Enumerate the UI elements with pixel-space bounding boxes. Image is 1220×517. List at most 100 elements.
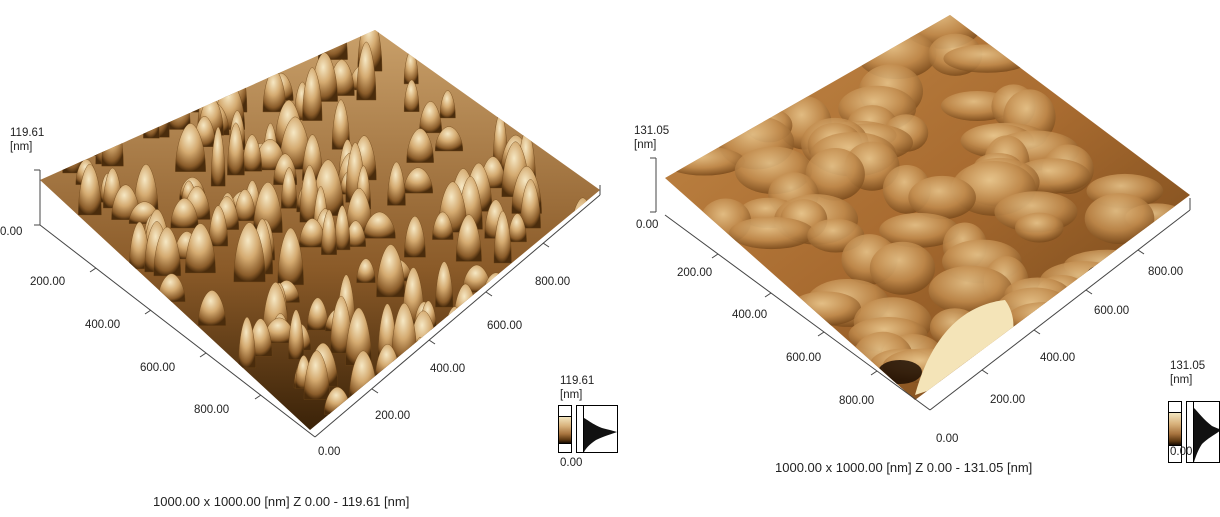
surface-plot-right: [650, 15, 1191, 411]
surface-peak: [363, 211, 396, 239]
y-tick-right: 800.00: [1148, 266, 1184, 278]
surface-peak: [89, 116, 105, 156]
surface-peak: [303, 350, 330, 400]
surface-peak: [520, 179, 541, 229]
surface-peak: [281, 167, 298, 209]
surface-peak: [238, 316, 256, 369]
z-unit-label-right: [nm]: [634, 139, 657, 151]
surface-peak: [578, 251, 600, 285]
z-max-label-right: 131.05: [634, 125, 670, 137]
x-tick-right: 600.00: [786, 352, 822, 364]
surface-peak: [331, 99, 350, 150]
surface-grain: [869, 241, 936, 295]
surface-peak: [432, 211, 454, 240]
surface-peak: [493, 210, 512, 264]
surface-peak: [233, 222, 266, 283]
y-tick-right: 600.00: [1094, 305, 1130, 317]
x-tick-left: 400.00: [85, 319, 121, 331]
surface-peak: [580, 239, 598, 294]
colorbar-gradient-left: [558, 416, 572, 444]
surface-peak: [84, 122, 107, 156]
y-tick-left: 800.00: [535, 276, 571, 288]
surface-grain: [1015, 212, 1064, 243]
surface-peak: [318, 30, 348, 60]
surface-peak: [242, 134, 263, 172]
afm-panel-right: 131.05 [nm] 0.00 200.00 400.00 600.00 80…: [610, 0, 1220, 517]
surface-grain: [729, 216, 815, 250]
y-tick-right: 200.00: [990, 394, 1026, 406]
surface-grain: [805, 148, 865, 201]
z-min-label-right: 0.00: [636, 219, 659, 231]
surface-peak: [404, 216, 426, 258]
surface-peak: [227, 122, 245, 176]
surface-grain: [908, 175, 976, 220]
surface-peak: [334, 205, 351, 251]
z-min-label-left: 0.00: [0, 226, 23, 238]
surface-peak: [143, 97, 160, 139]
surface-peak: [387, 161, 406, 206]
surface-peak: [302, 67, 323, 121]
colorbar-min-left: 0.00: [560, 457, 583, 469]
surface-peak: [185, 223, 216, 274]
surface-peak: [376, 244, 406, 298]
colorbar-unit-left: [nm]: [560, 389, 583, 401]
y-tick-left: 0.00: [318, 446, 341, 458]
surface-peak: [208, 205, 229, 247]
colorbar-left: 119.61 [nm] 0.00: [556, 375, 620, 471]
surface-peak: [277, 227, 304, 286]
histogram-left: [583, 405, 618, 453]
surface-peak: [403, 79, 420, 112]
surface-peak: [455, 214, 482, 262]
surface-peak: [435, 126, 464, 152]
surface-peak: [153, 226, 182, 277]
surface-peak: [508, 213, 527, 243]
y-tick-right: 0.00: [936, 433, 959, 445]
colorbar-min-right: 0.00: [1170, 446, 1193, 458]
axis-front-right: [664, 214, 931, 411]
surface-grain: [1084, 193, 1155, 245]
z-max-label-left: 119.61: [10, 127, 45, 139]
surface-peak: [186, 76, 203, 113]
surface-plot-left: [34, 30, 601, 438]
z-unit-label-left: [nm]: [10, 141, 33, 153]
x-tick-left: 200.00: [30, 276, 66, 288]
colorbar-right: 131.05 [nm]: [1166, 360, 1220, 463]
surface-peak: [345, 307, 372, 366]
surface-peak: [449, 306, 479, 358]
surface-peak: [210, 126, 226, 187]
axis-front-left: [39, 224, 316, 438]
surface-peak: [101, 117, 124, 167]
surface-peak: [419, 101, 442, 134]
surface-peak: [287, 309, 305, 360]
surface-peak: [197, 290, 227, 326]
axis-right-right: [929, 209, 1191, 411]
scan-caption-left: 1000.00 x 1000.00 [nm] Z 0.00 - 119.61 […: [153, 494, 410, 509]
surface-peak: [587, 212, 600, 255]
surface-peak: [157, 273, 186, 302]
colorbar-max-left: 119.61: [560, 375, 595, 387]
surface-peak: [403, 167, 433, 194]
x-tick-left: 600.00: [140, 362, 176, 374]
colorbar-max-right: 131.05: [1170, 360, 1206, 372]
y-tick-left: 600.00: [487, 320, 523, 332]
colorbar-gradient-right: [1168, 412, 1182, 446]
colorbar-unit-right: [nm]: [1170, 374, 1193, 386]
x-tick-right: 800.00: [839, 395, 875, 407]
surface-peak: [170, 197, 199, 229]
surface-peak: [406, 128, 434, 163]
y-tick-left: 400.00: [430, 363, 466, 375]
surface-peak: [356, 41, 377, 101]
scan-caption-right: 1000.00 x 1000.00 [nm] Z 0.00 - 131.05 […: [775, 460, 1033, 475]
surface-peak: [321, 209, 337, 255]
x-tick-right: 200.00: [677, 267, 713, 279]
y-tick-right: 400.00: [1040, 352, 1076, 364]
surface-grain: [665, 146, 745, 176]
surface-grain: [1007, 301, 1085, 334]
surface-grain: [879, 212, 960, 248]
y-tick-left: 200.00: [375, 410, 411, 422]
surface-peak: [78, 163, 102, 216]
x-tick-left: 800.00: [194, 404, 230, 416]
surface-peak: [435, 261, 454, 308]
afm-panel-left: 119.61 [nm] 0.00 200.00 400.00 600.00 80…: [0, 30, 618, 509]
surface-grain: [943, 44, 1031, 73]
